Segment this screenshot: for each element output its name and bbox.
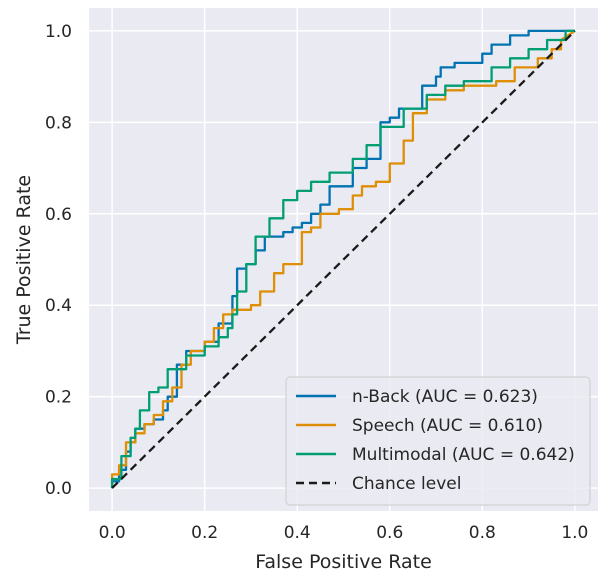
x-tick-labels: 0.0 0.2 0.4 0.6 0.8 1.0 [99, 523, 589, 543]
legend-label: Speech (AUC = 0.610) [352, 416, 543, 436]
x-tick-label: 0.2 [191, 523, 218, 543]
y-tick-label: 0.0 [45, 479, 72, 499]
y-tick-label: 0.6 [45, 205, 72, 225]
y-tick-label: 0.4 [45, 296, 72, 316]
x-tick-label: 0.6 [376, 523, 403, 543]
x-tick-label: 0.0 [99, 523, 126, 543]
series-line [110, 29, 575, 489]
y-tick-labels: 0.0 0.2 0.4 0.6 0.8 1.0 [45, 22, 72, 499]
series-lines [110, 29, 576, 489]
x-tick-label: 0.4 [284, 523, 311, 543]
x-tick-label: 1.0 [561, 523, 588, 543]
legend-box [285, 376, 591, 506]
y-tick-label: 0.8 [45, 113, 72, 133]
series-line [110, 29, 576, 489]
y-tick-label: 0.2 [45, 388, 72, 408]
x-axis-label: False Positive Rate [255, 551, 432, 573]
legend: n-Back (AUC = 0.623) Speech (AUC = 0.610)… [285, 376, 591, 506]
legend-label: Multimodal (AUC = 0.642) [352, 445, 575, 465]
y-axis-label: True Positive Rate [13, 175, 35, 345]
x-tick-label: 0.8 [469, 523, 496, 543]
y-tick-label: 1.0 [45, 22, 72, 42]
legend-label: Chance level [352, 474, 461, 494]
legend-label: n-Back (AUC = 0.623) [352, 387, 538, 407]
series-line [111, 30, 576, 489]
